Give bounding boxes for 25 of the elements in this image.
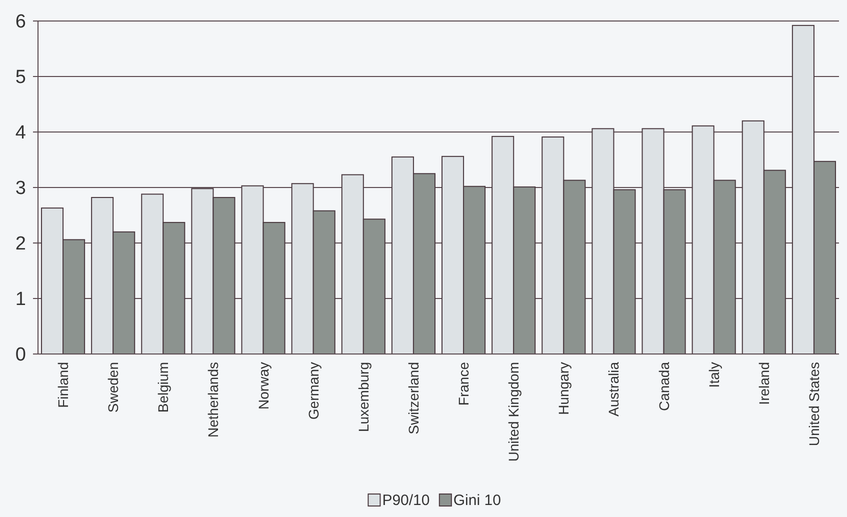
x-tick-label: Sweden: [105, 362, 122, 413]
x-tick-label: Italy: [706, 362, 722, 388]
x-tick-label: Belgium: [155, 362, 172, 413]
x-tick-label: Ireland: [756, 362, 772, 405]
y-tick-label: 2: [15, 234, 26, 255]
x-tick-label: Switzerland: [405, 362, 422, 434]
y-tick-label: 4: [15, 122, 26, 144]
x-tick-label: Luxemburg: [355, 362, 372, 432]
x-tick-label: Hungary: [556, 362, 572, 415]
x-tick-label: United States: [806, 362, 822, 446]
x-tick-label: Germany: [305, 362, 322, 420]
x-tick-label: Netherlands: [205, 362, 222, 438]
legend-label: P90/10: [382, 492, 430, 509]
x-tick-label: Finland: [55, 362, 72, 408]
x-tick-label: France: [456, 362, 472, 406]
y-tick-label: 5: [15, 67, 26, 88]
legend-label: Gini 10: [453, 492, 501, 509]
y-tick-label: 1: [15, 289, 26, 310]
x-tick-label: United Kingdom: [506, 362, 522, 462]
y-tick-label: 0: [15, 344, 26, 366]
x-tick-label: Norway: [255, 362, 272, 410]
y-tick-label: 6: [15, 12, 26, 33]
x-tick-label: Canada: [656, 362, 672, 412]
y-tick-label: 3: [15, 178, 26, 200]
x-tick-label: Australia: [606, 362, 622, 416]
